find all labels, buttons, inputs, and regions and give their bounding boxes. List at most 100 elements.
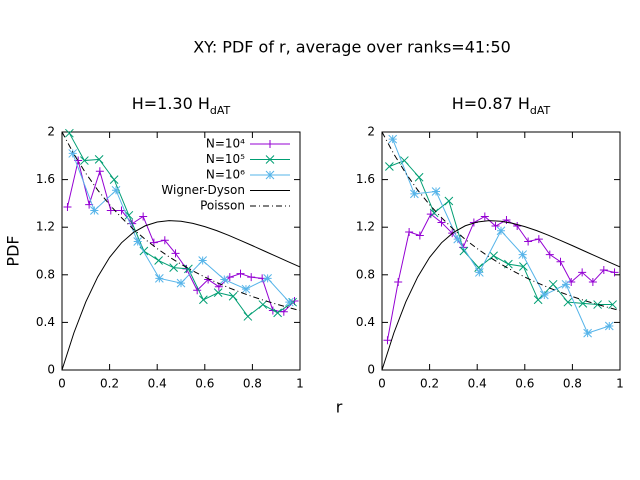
figure-title: XY: PDF of r, average over ranks=41:50 bbox=[193, 38, 511, 57]
data-point bbox=[154, 256, 163, 265]
y-tick-label: 0.8 bbox=[36, 267, 55, 281]
data-point bbox=[610, 268, 619, 277]
data-point bbox=[149, 238, 158, 247]
data-point bbox=[273, 308, 282, 318]
y-tick-label: 1.6 bbox=[36, 172, 55, 186]
data-point bbox=[385, 162, 394, 171]
data-point bbox=[139, 212, 148, 221]
x-tick-label: 0 bbox=[58, 377, 66, 391]
series-line bbox=[392, 138, 610, 334]
data-point bbox=[106, 206, 115, 215]
data-point bbox=[111, 185, 121, 195]
y-tick-label: 0 bbox=[47, 363, 55, 377]
data-point bbox=[241, 284, 251, 294]
series-line bbox=[68, 132, 293, 318]
y-axis-label: PDF bbox=[4, 235, 23, 266]
series-line bbox=[389, 159, 613, 306]
data-point bbox=[496, 226, 506, 236]
data-point bbox=[548, 279, 558, 289]
data-point bbox=[198, 256, 208, 265]
data-point bbox=[604, 321, 614, 331]
x-tick-label: 0 bbox=[378, 377, 386, 391]
legend-marker bbox=[266, 140, 274, 148]
legend-label: N=10⁶ bbox=[206, 168, 245, 182]
y-tick-label: 1.2 bbox=[356, 220, 375, 234]
legend-marker bbox=[265, 155, 275, 164]
data-point bbox=[414, 172, 424, 182]
data-point bbox=[133, 237, 143, 246]
legend-label: N=10⁴ bbox=[206, 137, 245, 151]
data-point bbox=[204, 275, 213, 284]
data-point bbox=[429, 208, 439, 218]
y-tick-label: 1.6 bbox=[356, 172, 375, 186]
data-point bbox=[169, 263, 178, 273]
data-point bbox=[583, 328, 592, 338]
x-tick-label: 1 bbox=[616, 377, 624, 391]
data-point bbox=[90, 206, 99, 215]
data-point bbox=[556, 257, 565, 266]
subplot-title-sub: dAT bbox=[210, 104, 231, 117]
y-tick-label: 0 bbox=[367, 363, 375, 377]
y-tick-label: 2 bbox=[367, 125, 375, 139]
data-point bbox=[519, 262, 528, 271]
data-point bbox=[394, 277, 403, 286]
data-point bbox=[578, 268, 587, 277]
subplot-title-sub: dAT bbox=[530, 104, 551, 117]
data-point bbox=[534, 235, 543, 244]
data-point bbox=[95, 167, 104, 176]
legend-label: N=10⁵ bbox=[206, 152, 245, 166]
x-tick-label: 0.8 bbox=[563, 377, 582, 391]
x-axis-label: r bbox=[336, 398, 343, 417]
data-point bbox=[80, 156, 89, 165]
x-tick-label: 0.6 bbox=[195, 377, 214, 391]
data-point bbox=[383, 336, 392, 345]
legend-label: Wigner-Dyson bbox=[161, 183, 245, 197]
data-point bbox=[513, 222, 522, 231]
y-tick-label: 2 bbox=[47, 125, 55, 139]
data-point bbox=[444, 196, 454, 206]
plot-frame bbox=[61, 131, 301, 371]
x-tick-label: 0.2 bbox=[420, 377, 439, 391]
data-point bbox=[474, 268, 484, 277]
y-tick-label: 1.2 bbox=[36, 220, 55, 234]
data-point bbox=[284, 297, 294, 307]
data-point bbox=[599, 266, 608, 275]
x-tick-label: 0.6 bbox=[515, 377, 534, 391]
series-line bbox=[386, 213, 615, 341]
subplot-title: H=1.30 HdAT bbox=[132, 94, 231, 117]
data-point bbox=[219, 275, 229, 284]
series-line bbox=[61, 131, 301, 311]
series-line bbox=[61, 220, 301, 371]
y-tick-label: 0.4 bbox=[356, 315, 375, 329]
data-point bbox=[491, 222, 500, 231]
x-tick-label: 0.4 bbox=[468, 377, 487, 391]
data-point bbox=[184, 264, 193, 274]
subplot-title-main: H=1.30 H bbox=[132, 94, 210, 113]
data-point bbox=[518, 250, 528, 259]
data-point bbox=[65, 128, 74, 138]
data-point bbox=[236, 269, 245, 278]
data-point bbox=[480, 212, 489, 221]
series-line bbox=[381, 220, 621, 371]
y-tick-label: 0.4 bbox=[36, 315, 55, 329]
data-point bbox=[437, 218, 446, 227]
data-point bbox=[578, 299, 588, 308]
data-point bbox=[453, 234, 463, 244]
data-point bbox=[539, 290, 549, 300]
data-point bbox=[176, 278, 186, 288]
legend-marker bbox=[265, 170, 275, 180]
x-tick-label: 0.8 bbox=[243, 377, 262, 391]
data-point bbox=[63, 202, 72, 211]
data-point bbox=[563, 297, 573, 307]
data-point bbox=[247, 273, 256, 282]
series-line bbox=[381, 131, 621, 311]
y-tick-label: 0.8 bbox=[356, 267, 375, 281]
data-point bbox=[171, 249, 180, 258]
data-point bbox=[213, 288, 223, 298]
data-point bbox=[199, 295, 208, 305]
data-point bbox=[214, 282, 223, 291]
data-point bbox=[94, 155, 104, 164]
data-point bbox=[109, 175, 119, 184]
legend-label: Poisson bbox=[200, 199, 245, 213]
